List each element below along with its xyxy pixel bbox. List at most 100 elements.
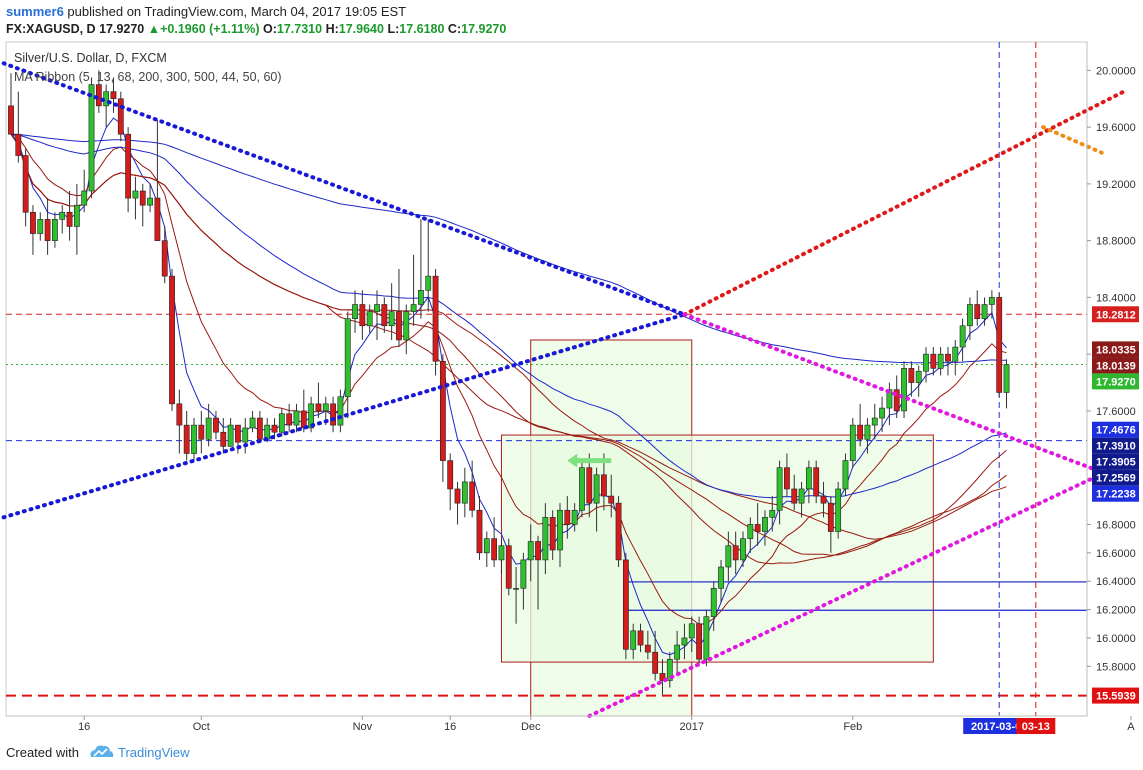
candle-body [81, 190, 88, 206]
candle-body [908, 368, 915, 383]
ohlc-open-label: O: [263, 22, 277, 36]
candle-body [359, 304, 366, 327]
candle-body [117, 98, 124, 135]
time-axis: 16 Oct Nov 16 Dec 2017 Feb A [78, 716, 1135, 733]
candle-body [769, 509, 776, 518]
tradingview-cloud-icon [90, 745, 114, 757]
candle-body [205, 417, 212, 440]
created-with-text: Created with [6, 745, 79, 760]
candle-body [439, 360, 446, 461]
candle-body [842, 460, 849, 490]
candle-body [674, 644, 681, 660]
candle-body [220, 431, 227, 447]
candle-body [403, 311, 410, 341]
time-tick-label: Dec [521, 721, 541, 733]
candle-body [557, 509, 563, 551]
price-tick-label: 16.2000 [1096, 605, 1136, 617]
candle-body [864, 424, 871, 440]
zone-box [500, 434, 934, 663]
candle-body [161, 240, 168, 277]
candle-body [688, 623, 695, 639]
candle-body [901, 368, 907, 412]
candle-body [293, 410, 300, 426]
dotted-trend-line [1, 61, 687, 317]
candle-body [154, 197, 161, 241]
candle-body [952, 346, 959, 362]
published-text: published on TradingView.com, March 04, … [63, 4, 407, 19]
price-badge [1092, 437, 1139, 454]
candle-body [988, 297, 995, 305]
up-triangle-icon: ▲ [147, 22, 161, 36]
candle-body [945, 353, 951, 362]
chart-title: Silver/U.S. Dollar, D, FXCM [14, 51, 167, 65]
price-chart[interactable]: 20.000019.600019.200018.800018.400018.00… [0, 40, 1143, 736]
candle-body [432, 275, 439, 362]
dotted-trend-line [682, 312, 1111, 477]
candle-body [169, 275, 175, 405]
candle-body [1003, 364, 1010, 393]
candle-body [278, 413, 285, 433]
candle-body [564, 509, 571, 525]
candle-body [366, 311, 373, 327]
candle-body [469, 481, 476, 511]
time-tick-label: 16 [78, 721, 90, 733]
ohlc-open: 17.7310 [276, 22, 323, 36]
candle-body [227, 424, 234, 447]
candle-body [827, 502, 834, 532]
price-badge [1092, 306, 1139, 323]
candle-body [37, 219, 44, 234]
candle-body [535, 541, 541, 561]
candle-body [659, 673, 666, 681]
candle-body [732, 545, 739, 561]
price-tick-label: 19.6000 [1096, 122, 1136, 134]
time-tick-label: Feb [843, 721, 862, 733]
candle-body [235, 424, 241, 443]
candle-body [549, 517, 556, 551]
candle-body [147, 197, 153, 206]
candle-body [652, 651, 659, 674]
candle-body [718, 566, 724, 589]
candle-body [696, 623, 702, 660]
candle-body [747, 524, 754, 539]
candle-body [666, 658, 673, 681]
candle-body [44, 219, 51, 241]
candle-body [871, 417, 878, 426]
price-tick-label: 15.8000 [1096, 661, 1136, 673]
candle-body [8, 105, 14, 135]
candle-body [930, 353, 937, 369]
candle-body [967, 304, 973, 327]
time-tick-label: Oct [193, 721, 210, 733]
tradingview-link[interactable]: TradingView [118, 745, 190, 760]
ohlc-high-label: H: [325, 22, 339, 36]
date-badge-label: 03-13 [1022, 721, 1050, 733]
candle-body [344, 318, 351, 398]
candle-body [425, 275, 432, 291]
candle-body [352, 304, 358, 319]
candles [8, 70, 1010, 695]
candle-body [286, 413, 293, 426]
candle-body [30, 211, 36, 234]
candle-body [893, 389, 900, 412]
candle-body [381, 304, 388, 327]
price-tick-label: 16.0000 [1096, 633, 1136, 645]
candle-body [388, 311, 395, 327]
author-link[interactable]: summer6 [6, 4, 64, 19]
candle-body [879, 407, 885, 419]
candle-body [308, 403, 315, 429]
moving-average-line [10, 133, 1007, 364]
candle-body [88, 84, 95, 192]
ohlc-close: 17.9270 [461, 22, 507, 36]
candle-body [498, 545, 505, 561]
candle-body [681, 637, 688, 646]
candle-body [615, 502, 622, 561]
price-badge-label: 17.3905 [1096, 457, 1136, 469]
candle-body [981, 304, 988, 319]
price-tick-label: 19.2000 [1096, 179, 1136, 191]
candle-body [191, 424, 197, 454]
price-badge-label: 18.2812 [1096, 309, 1136, 321]
candle-body [132, 190, 139, 199]
candle-body [505, 545, 512, 589]
candle-body [644, 644, 651, 653]
price-badge-label: 17.4676 [1096, 425, 1136, 437]
